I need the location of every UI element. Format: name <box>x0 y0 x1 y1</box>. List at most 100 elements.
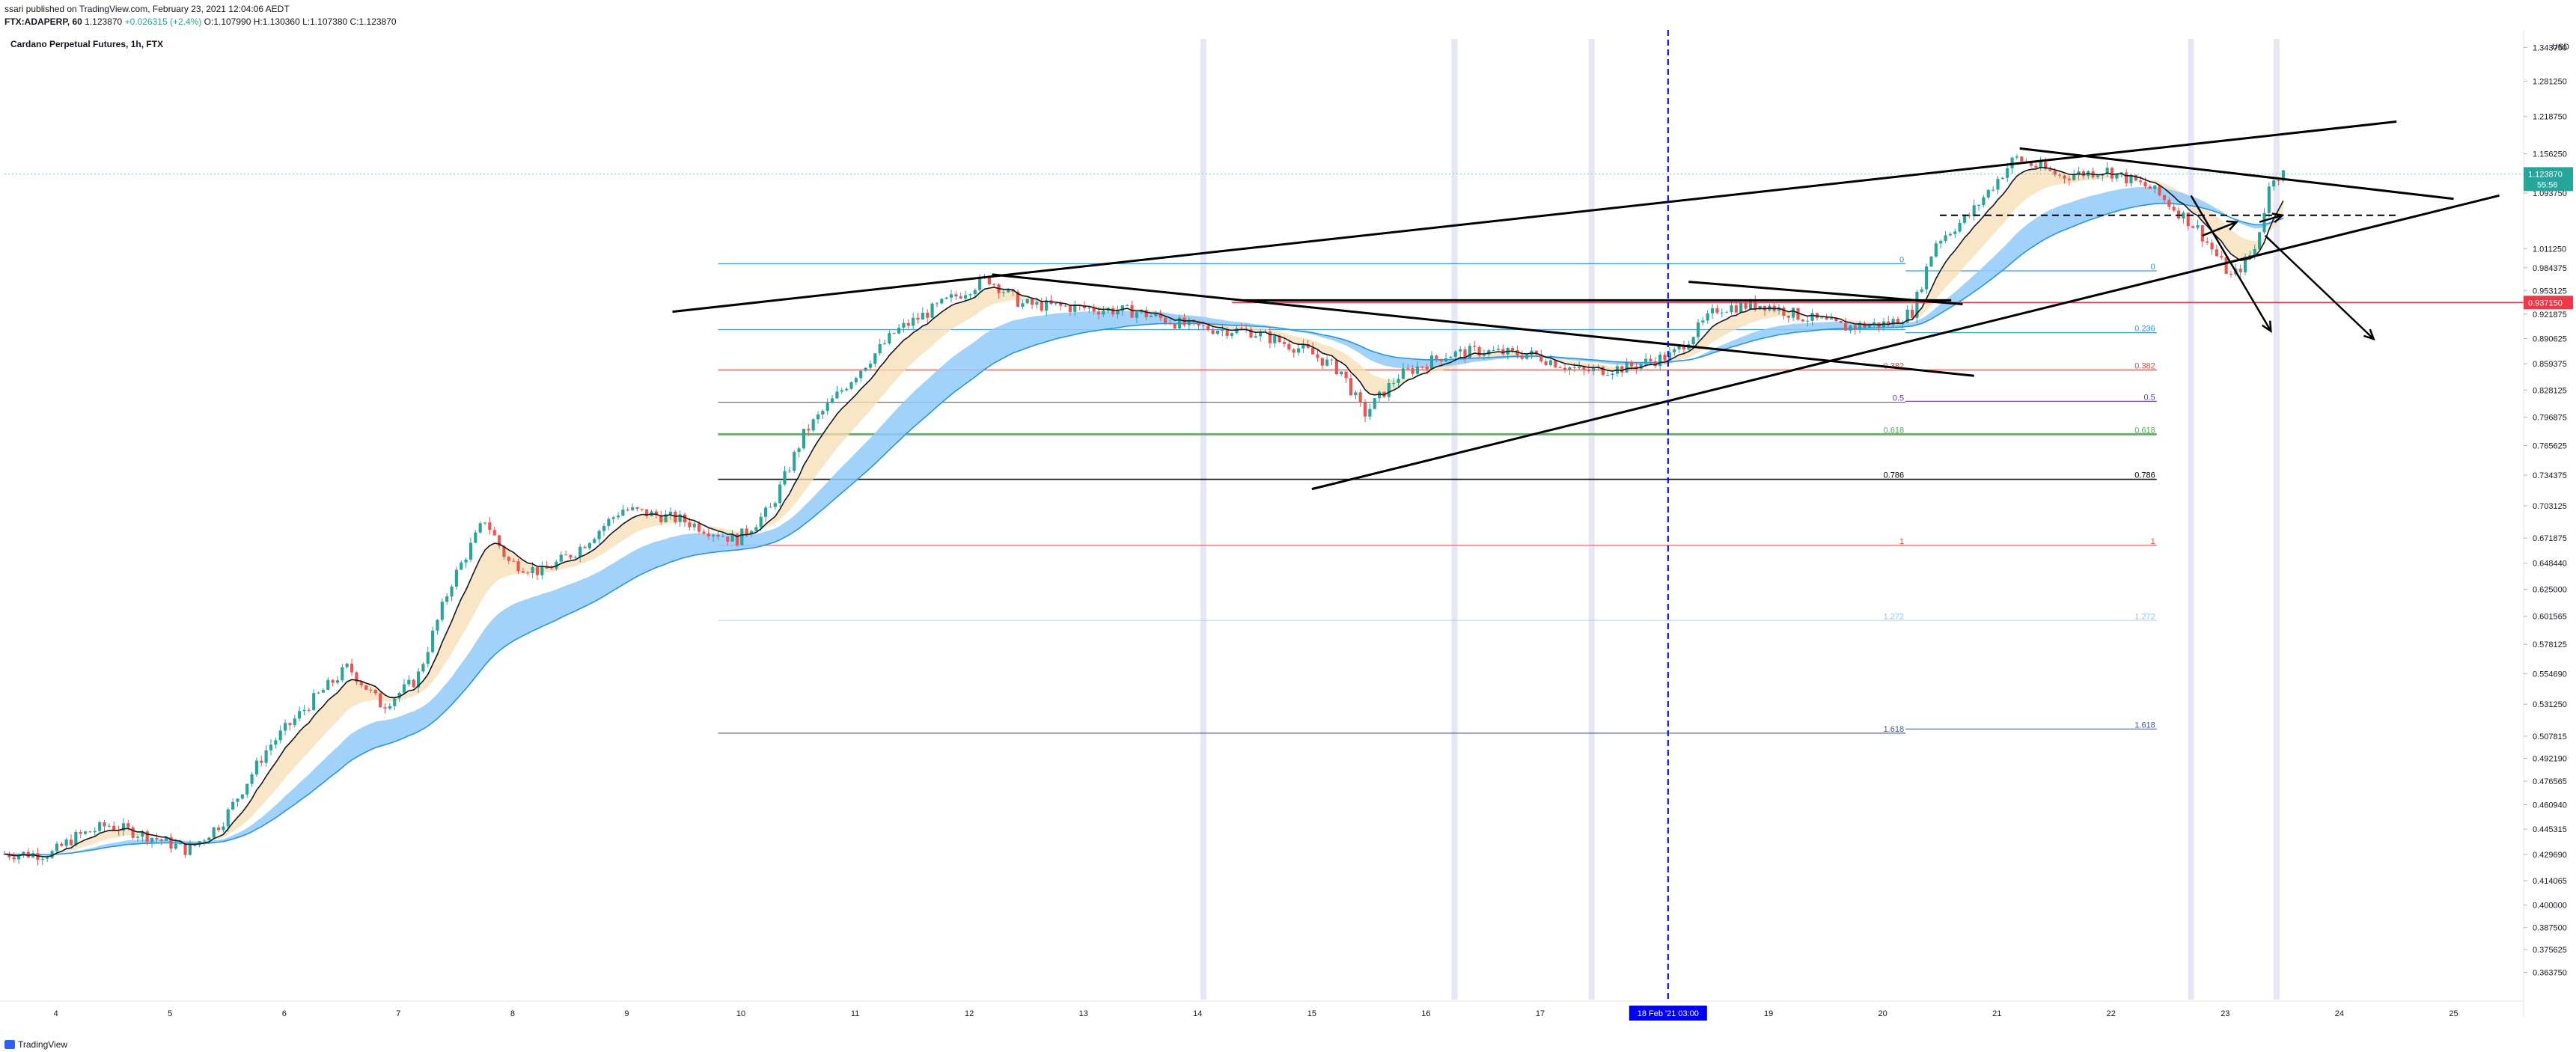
candle-body <box>1130 305 1134 318</box>
tradingview-logo[interactable]: TradingView <box>4 1039 67 1050</box>
close-value: C:1.123870 <box>350 16 397 27</box>
candle-body <box>1968 215 1971 216</box>
candle-body <box>278 730 282 741</box>
candle-body <box>1059 303 1063 306</box>
candle-body <box>2125 172 2128 183</box>
candle-body <box>1558 367 1562 368</box>
candle-body <box>179 843 183 845</box>
candle-body <box>174 843 177 849</box>
candle-body <box>1629 361 1634 367</box>
candle-body <box>2215 249 2218 257</box>
candle-body <box>393 698 397 706</box>
marked-price-tag <box>2524 296 2573 310</box>
fib-level-label: 0 <box>2151 263 2155 272</box>
candle-body <box>1663 354 1667 361</box>
candle-body <box>2039 162 2042 168</box>
candle-body <box>1411 368 1414 374</box>
candle-body <box>1977 205 1981 207</box>
price-tick-label: 0.429690 <box>2533 851 2567 860</box>
candle-body <box>944 297 948 299</box>
candle-body <box>1677 345 1681 349</box>
candle-body <box>2020 156 2024 162</box>
candle-body <box>1639 364 1643 369</box>
candle-body <box>88 831 92 833</box>
candle-body <box>440 602 444 620</box>
candle-body <box>888 333 891 343</box>
candle-body <box>2196 225 2200 228</box>
candle-body <box>1706 313 1709 321</box>
candle-body <box>854 378 858 382</box>
candle-body <box>355 672 358 682</box>
candle-body <box>2153 185 2157 189</box>
candle-body <box>1829 318 1834 319</box>
candle-body <box>1334 360 1338 375</box>
candle-body <box>2176 210 2181 219</box>
projection-arrowhead <box>2271 212 2285 224</box>
candle-body <box>269 744 273 750</box>
candle-body <box>1482 354 1486 356</box>
candle-body <box>2167 200 2171 207</box>
candle-body <box>1839 321 1843 323</box>
candle-body <box>2134 174 2137 181</box>
candle-body <box>1725 312 1729 314</box>
candle-body <box>2191 226 2195 228</box>
candle-body <box>1201 325 1205 326</box>
candle-body <box>1282 342 1287 344</box>
candle-body <box>1487 349 1491 355</box>
chart-header: ssari published on TradingView.com, Febr… <box>0 0 2576 30</box>
candle-body <box>107 825 111 827</box>
crosshair: 18 Feb '21 03:00 <box>1629 30 1707 1021</box>
candle-body <box>1991 189 1995 191</box>
candle-body <box>345 663 349 667</box>
ema-fast-line <box>4 166 2284 858</box>
candle-body <box>2210 242 2214 250</box>
candle-body <box>1891 319 1895 325</box>
candle-body <box>2000 177 2004 180</box>
candle-body <box>906 322 910 326</box>
candle-body <box>412 679 415 688</box>
candle-body <box>312 693 316 710</box>
candle-body <box>1492 349 1495 351</box>
price-tick-label: 0.578125 <box>2533 640 2567 649</box>
candle-body <box>450 586 454 597</box>
candle-body <box>902 322 906 328</box>
candle-body <box>721 536 724 537</box>
candle-body <box>730 533 734 542</box>
candle-body <box>335 680 340 683</box>
candle-body <box>141 831 144 837</box>
candle-body <box>2119 172 2123 174</box>
candle-body <box>2105 168 2109 174</box>
candle-body <box>1268 331 1272 343</box>
candle-body <box>69 840 73 845</box>
candle-body <box>2143 182 2147 187</box>
candle-body <box>1691 337 1695 345</box>
candle-body <box>145 831 149 842</box>
candle-body <box>150 837 154 842</box>
candle-body <box>978 277 982 290</box>
fib-level-label: 0.236 <box>2134 325 2155 334</box>
candle-body <box>1021 303 1025 307</box>
symbol-label[interactable]: FTX:ADAPERP, 60 <box>4 16 82 27</box>
candle-body <box>1254 336 1257 338</box>
price-chart[interactable]: 00.2360.3820.50.6180.78611.2721.61800.23… <box>0 30 2576 1037</box>
candle-body <box>1311 347 1315 355</box>
price-tick-label: 0.765625 <box>2533 442 2567 451</box>
projection-arrowhead <box>2363 328 2375 341</box>
candle-body <box>288 723 292 725</box>
candle-body <box>126 823 130 828</box>
candle-body <box>1235 328 1239 334</box>
candle-body <box>231 801 235 810</box>
candle-body <box>512 560 516 562</box>
candle-body <box>621 510 625 516</box>
candle-body <box>964 295 968 299</box>
candle-body <box>1425 367 1429 370</box>
ema-fast <box>4 166 2284 858</box>
candle-body <box>474 532 477 543</box>
candle-body <box>383 707 387 709</box>
candle-body <box>892 333 896 334</box>
time-tick-label: 6 <box>282 1009 287 1018</box>
candle-body <box>1045 300 1049 311</box>
candle-body <box>1810 313 1814 321</box>
candle-body <box>664 514 668 522</box>
